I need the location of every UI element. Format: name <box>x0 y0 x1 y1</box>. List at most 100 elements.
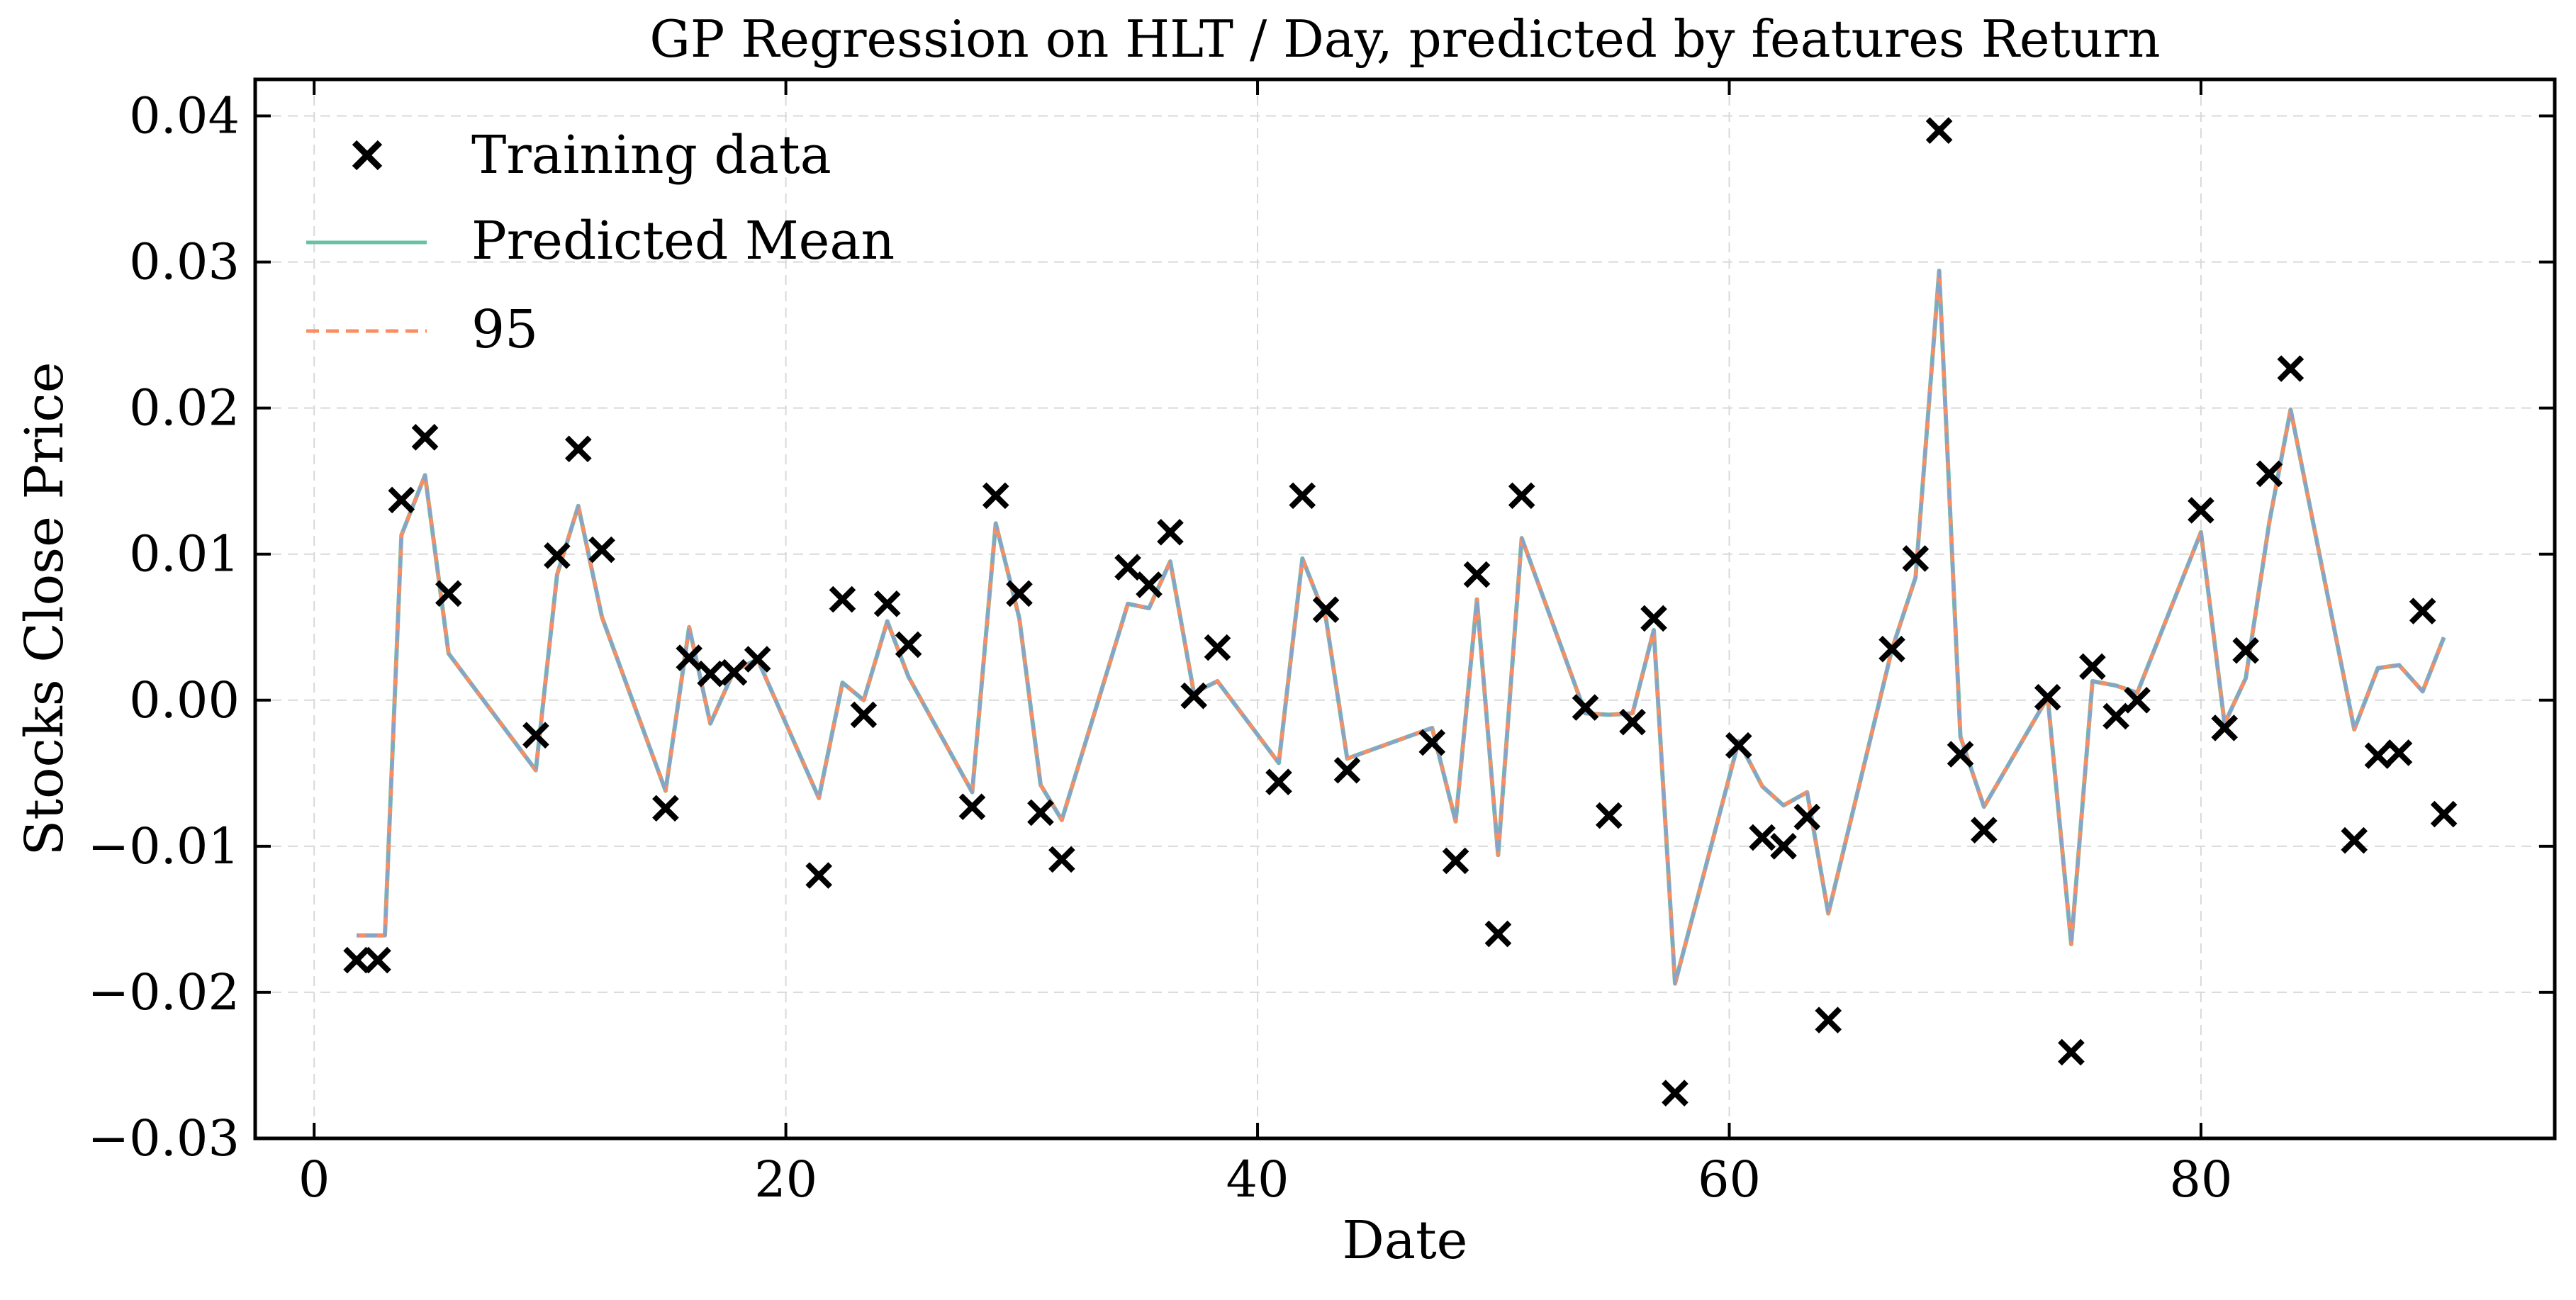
training-point <box>2079 653 2106 680</box>
training-point-stroke <box>676 644 703 671</box>
training-point <box>1484 920 1512 948</box>
plot-frame <box>253 77 2557 1141</box>
training-point <box>1947 741 1974 768</box>
training-point <box>1970 817 1998 844</box>
training-point-stroke <box>1947 741 1974 768</box>
training-point <box>435 580 462 607</box>
training-point-stroke <box>1640 605 1667 632</box>
training-point <box>2364 742 2392 769</box>
training-point-stroke <box>2058 1038 2085 1066</box>
ci-upper-line <box>357 269 2446 986</box>
ci-lower-line <box>357 269 2446 985</box>
training-point <box>2034 683 2061 711</box>
training-point <box>1048 846 1075 873</box>
training-point-stroke <box>652 795 679 822</box>
training-point-stroke <box>1048 846 1075 873</box>
training-point <box>2341 826 2368 854</box>
training-point-stroke <box>2124 686 2151 714</box>
training-point <box>1136 571 1163 598</box>
y-tick-label: −0.01 <box>87 817 240 875</box>
training-point-stroke <box>588 536 615 564</box>
training-point <box>1725 732 1752 759</box>
training-point <box>1662 1080 1689 1106</box>
training-point-stroke <box>1572 694 1599 721</box>
training-point <box>2232 637 2259 664</box>
training-point-stroke <box>1662 1080 1689 1106</box>
training-point-stroke <box>744 646 771 673</box>
training-point <box>1463 561 1491 588</box>
training-point-stroke <box>2232 637 2259 664</box>
training-point-stroke <box>1442 847 1469 875</box>
training-point-stroke <box>2364 742 2392 769</box>
training-point-stroke <box>805 862 833 889</box>
x-tick-label: 80 <box>2169 1150 2232 1209</box>
legend: Training data Predicted Mean 95 <box>306 125 895 360</box>
training-point-stroke <box>364 946 391 974</box>
training-point <box>1157 518 1184 546</box>
x-tick-label: 20 <box>754 1150 817 1209</box>
training-point <box>1312 596 1340 623</box>
training-point <box>744 646 771 673</box>
training-point <box>1265 768 1292 796</box>
y-axis-label: Stocks Close Price <box>14 362 75 856</box>
training-point <box>1878 635 1905 663</box>
training-point <box>1508 482 1535 510</box>
training-point <box>652 795 679 822</box>
training-point-stroke <box>873 590 901 617</box>
training-point <box>1640 605 1667 632</box>
training-point-stroke <box>1463 561 1491 588</box>
training-point <box>1619 708 1646 736</box>
training-point-stroke <box>1484 920 1512 948</box>
training-point <box>1180 682 1208 710</box>
training-point-stroke <box>1793 803 1821 831</box>
training-point <box>1572 694 1599 721</box>
training-point-stroke <box>1157 518 1184 546</box>
training-point <box>1418 729 1446 756</box>
training-point-stroke <box>1902 545 1930 572</box>
training-point <box>564 435 592 463</box>
training-point-stroke <box>2430 800 2458 828</box>
training-point-stroke <box>829 585 856 613</box>
training-point-stroke <box>1204 634 1231 661</box>
y-tick-label: 0.02 <box>129 379 240 437</box>
y-tick-label: 0.00 <box>129 671 240 729</box>
training-point-stroke <box>1925 117 1953 144</box>
training-point <box>2188 497 2214 524</box>
legend-marker-training <box>352 140 383 171</box>
training-point <box>2256 460 2283 488</box>
training-point-stroke <box>411 424 439 451</box>
training-point <box>2102 702 2129 730</box>
training-point <box>2430 800 2458 828</box>
x-tick-label: 0 <box>298 1150 330 1209</box>
training-point <box>1027 799 1054 826</box>
training-point-stroke <box>1508 482 1535 510</box>
grid <box>255 79 2555 1139</box>
training-point <box>1289 482 1316 510</box>
training-point <box>697 660 724 688</box>
training-point <box>2211 715 2239 741</box>
training-point-stroke <box>1289 482 1316 510</box>
training-point-stroke <box>1136 571 1163 598</box>
training-point <box>1442 847 1469 875</box>
training-point-stroke <box>2211 715 2239 741</box>
training-point <box>873 590 901 617</box>
training-point-stroke <box>343 946 370 974</box>
training-point <box>1114 554 1141 581</box>
training-point-stroke <box>2341 826 2368 854</box>
y-tick-label: 0.01 <box>129 525 240 583</box>
training-point <box>1793 803 1821 831</box>
training-point <box>2277 355 2305 382</box>
training-point <box>588 536 615 564</box>
training-point-stroke <box>1180 682 1208 710</box>
training-point-stroke <box>2079 653 2106 680</box>
training-point <box>720 659 748 686</box>
x-axis-label: Date <box>1343 1210 1468 1271</box>
legend-label-training: Training data <box>471 125 831 186</box>
training-point <box>850 701 878 729</box>
series-layer <box>343 117 2458 1106</box>
training-point <box>1902 545 1930 572</box>
training-point-stroke <box>1815 1007 1842 1033</box>
training-point-stroke <box>982 482 1009 510</box>
training-point <box>982 482 1009 510</box>
